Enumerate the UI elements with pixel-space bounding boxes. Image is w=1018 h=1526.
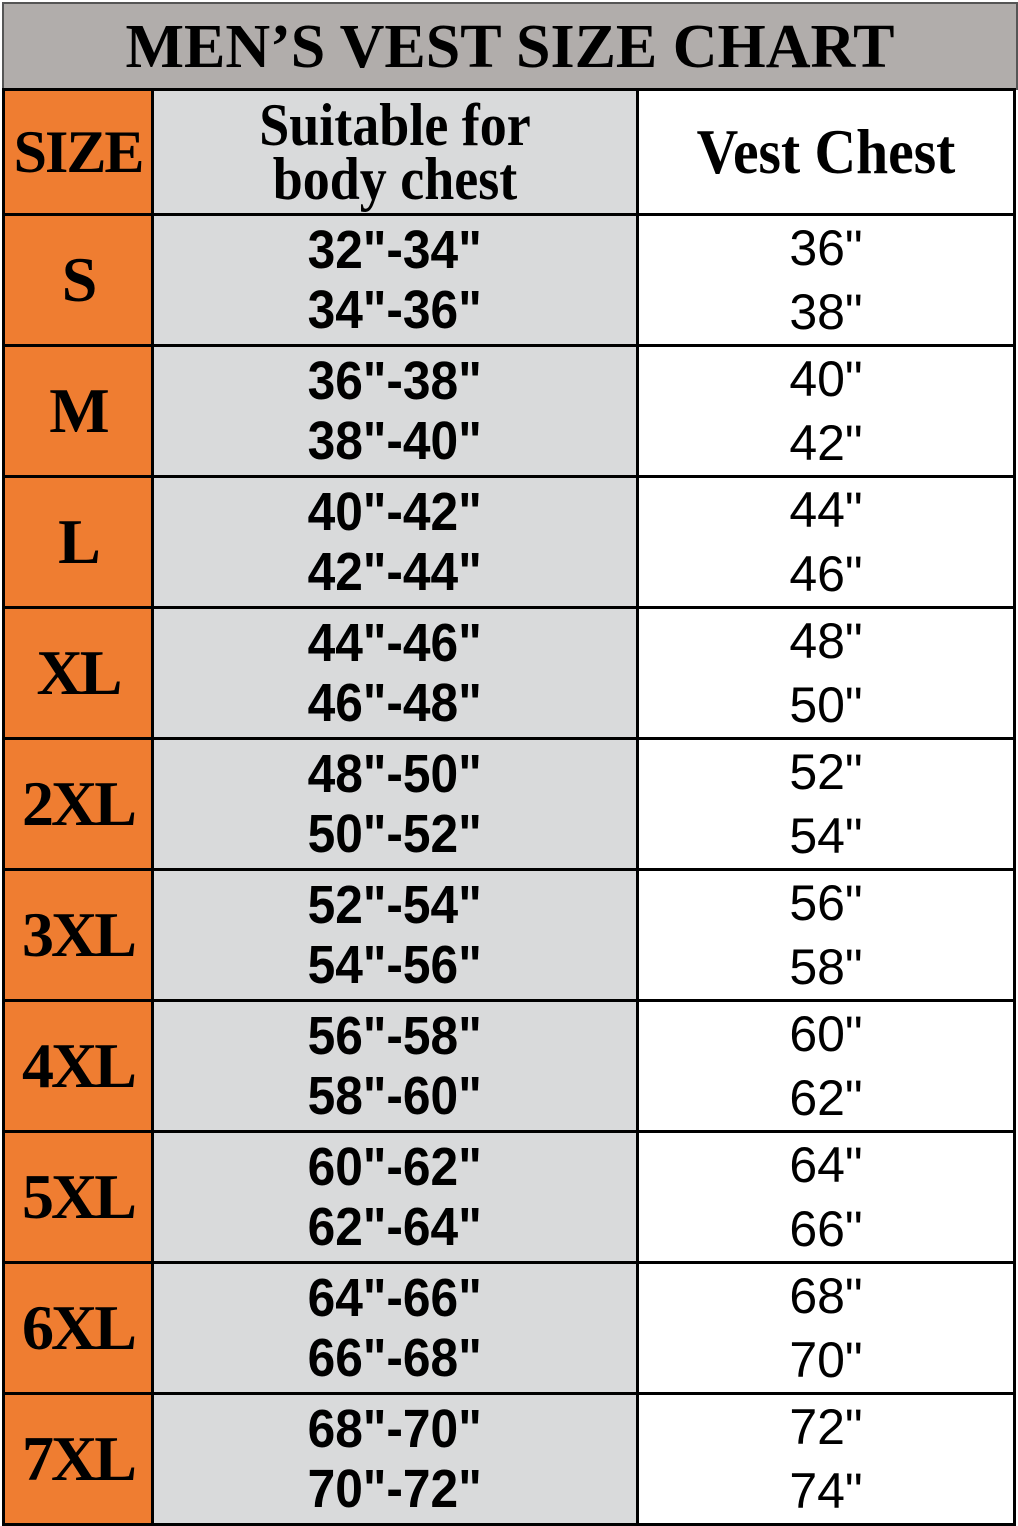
- body-chest-cell: 32"-34" 34"-36": [151, 213, 639, 347]
- body-chest-range-2: 58"-60": [307, 1066, 483, 1126]
- body-chest-range-2: 46"-48": [307, 673, 483, 733]
- size-cell: 3XL: [2, 868, 154, 1002]
- vest-chest-value-1: 60": [789, 1006, 863, 1062]
- body-chest-range-1: 32"-34": [307, 220, 483, 280]
- size-cell: XL: [2, 606, 154, 740]
- vest-chest-value-2: 62": [789, 1070, 863, 1126]
- body-chest-cell: 36"-38" 38"-40": [151, 344, 639, 478]
- header-size: SIZE: [2, 88, 154, 216]
- vest-chest-value-1: 56": [789, 875, 863, 931]
- table-row: 5XL 60"-62" 62"-64" 64" 66": [2, 1130, 1016, 1264]
- body-chest-range-1: 68"-70": [307, 1399, 483, 1459]
- table-row: L 40"-42" 42"-44" 44" 46": [2, 475, 1016, 609]
- vest-chest-value-2: 58": [789, 939, 863, 995]
- table-row: 2XL 48"-50" 50"-52" 52" 54": [2, 737, 1016, 871]
- body-chest-range-2: 34"-36": [307, 280, 483, 340]
- body-chest-range-1: 36"-38": [307, 351, 483, 411]
- body-chest-cell: 52"-54" 54"-56": [151, 868, 639, 1002]
- table-row: 6XL 64"-66" 66"-68" 68" 70": [2, 1261, 1016, 1395]
- body-chest-range-1: 40"-42": [307, 482, 483, 542]
- size-cell: L: [2, 475, 154, 609]
- body-chest-cell: 44"-46" 46"-48": [151, 606, 639, 740]
- size-cell: 2XL: [2, 737, 154, 871]
- body-chest-cell: 48"-50" 50"-52": [151, 737, 639, 871]
- body-chest-cell: 68"-70" 70"-72": [151, 1392, 639, 1526]
- body-chest-range-1: 60"-62": [307, 1137, 483, 1197]
- size-cell: 4XL: [2, 999, 154, 1133]
- table-row: 3XL 52"-54" 54"-56" 56" 58": [2, 868, 1016, 1002]
- body-chest-range-1: 52"-54": [307, 875, 483, 935]
- body-chest-range-1: 56"-58": [307, 1006, 483, 1066]
- header-body-line1: Suitable for: [259, 92, 531, 158]
- vest-chest-value-2: 46": [789, 546, 863, 602]
- vest-chest-value-1: 36": [789, 220, 863, 276]
- vest-chest-cell: 48" 50": [636, 606, 1016, 740]
- size-cell: 7XL: [2, 1392, 154, 1526]
- body-chest-range-2: 66"-68": [307, 1328, 483, 1388]
- body-chest-range-2: 38"-40": [307, 411, 483, 471]
- vest-chest-value-1: 68": [789, 1268, 863, 1324]
- vest-chest-value-1: 64": [789, 1137, 863, 1193]
- body-chest-range-1: 64"-66": [307, 1268, 483, 1328]
- body-chest-range-2: 62"-64": [307, 1197, 483, 1257]
- vest-chest-cell: 72" 74": [636, 1392, 1016, 1526]
- vest-chest-cell: 52" 54": [636, 737, 1016, 871]
- body-chest-cell: 64"-66" 66"-68": [151, 1261, 639, 1395]
- header-vest-label: Vest Chest: [696, 116, 956, 187]
- vest-chest-value-2: 74": [789, 1463, 863, 1519]
- vest-chest-value-2: 66": [789, 1201, 863, 1257]
- body-chest-cell: 40"-42" 42"-44": [151, 475, 639, 609]
- vest-chest-cell: 64" 66": [636, 1130, 1016, 1264]
- vest-chest-value-2: 38": [789, 284, 863, 340]
- vest-chest-value-2: 50": [789, 677, 863, 733]
- vest-chest-value-1: 44": [789, 482, 863, 538]
- vest-chest-cell: 68" 70": [636, 1261, 1016, 1395]
- header-vest-chest: Vest Chest: [636, 88, 1016, 216]
- size-cell: 6XL: [2, 1261, 154, 1395]
- body-chest-range-2: 50"-52": [307, 804, 483, 864]
- table-row: 4XL 56"-58" 58"-60" 60" 62": [2, 999, 1016, 1133]
- header-row: SIZE Suitable for body chest Vest Chest: [2, 88, 1016, 216]
- header-body-chest: Suitable for body chest: [151, 88, 639, 216]
- vest-chest-cell: 60" 62": [636, 999, 1016, 1133]
- vest-chest-cell: 40" 42": [636, 344, 1016, 478]
- vest-chest-value-1: 72": [789, 1399, 863, 1455]
- body-chest-cell: 60"-62" 62"-64": [151, 1130, 639, 1264]
- vest-chest-value-1: 48": [789, 613, 863, 669]
- size-cell: S: [2, 213, 154, 347]
- vest-chest-value-2: 42": [789, 415, 863, 471]
- vest-chest-cell: 36" 38": [636, 213, 1016, 347]
- body-chest-range-2: 70"-72": [307, 1459, 483, 1519]
- table-row: 7XL 68"-70" 70"-72" 72" 74": [2, 1392, 1016, 1526]
- size-cell: 5XL: [2, 1130, 154, 1264]
- body-chest-cell: 56"-58" 58"-60": [151, 999, 639, 1133]
- body-chest-range-1: 44"-46": [307, 613, 483, 673]
- vest-chest-value-2: 70": [789, 1332, 863, 1388]
- size-table: SIZE Suitable for body chest Vest Chest …: [2, 88, 1016, 1526]
- table-row: XL 44"-46" 46"-48" 48" 50": [2, 606, 1016, 740]
- header-body-line2: body chest: [272, 146, 518, 212]
- size-cell: M: [2, 344, 154, 478]
- body-chest-range-2: 54"-56": [307, 935, 483, 995]
- chart-title: MEN’S VEST SIZE CHART: [2, 2, 1018, 90]
- vest-chest-value-2: 54": [789, 808, 863, 864]
- body-chest-range-2: 42"-44": [307, 542, 483, 602]
- vest-chest-value-1: 52": [789, 744, 863, 800]
- vest-chest-cell: 56" 58": [636, 868, 1016, 1002]
- vest-chest-value-1: 40": [789, 351, 863, 407]
- table-row: M 36"-38" 38"-40" 40" 42": [2, 344, 1016, 478]
- table-row: S 32"-34" 34"-36" 36" 38": [2, 213, 1016, 347]
- body-chest-range-1: 48"-50": [307, 744, 483, 804]
- vest-chest-cell: 44" 46": [636, 475, 1016, 609]
